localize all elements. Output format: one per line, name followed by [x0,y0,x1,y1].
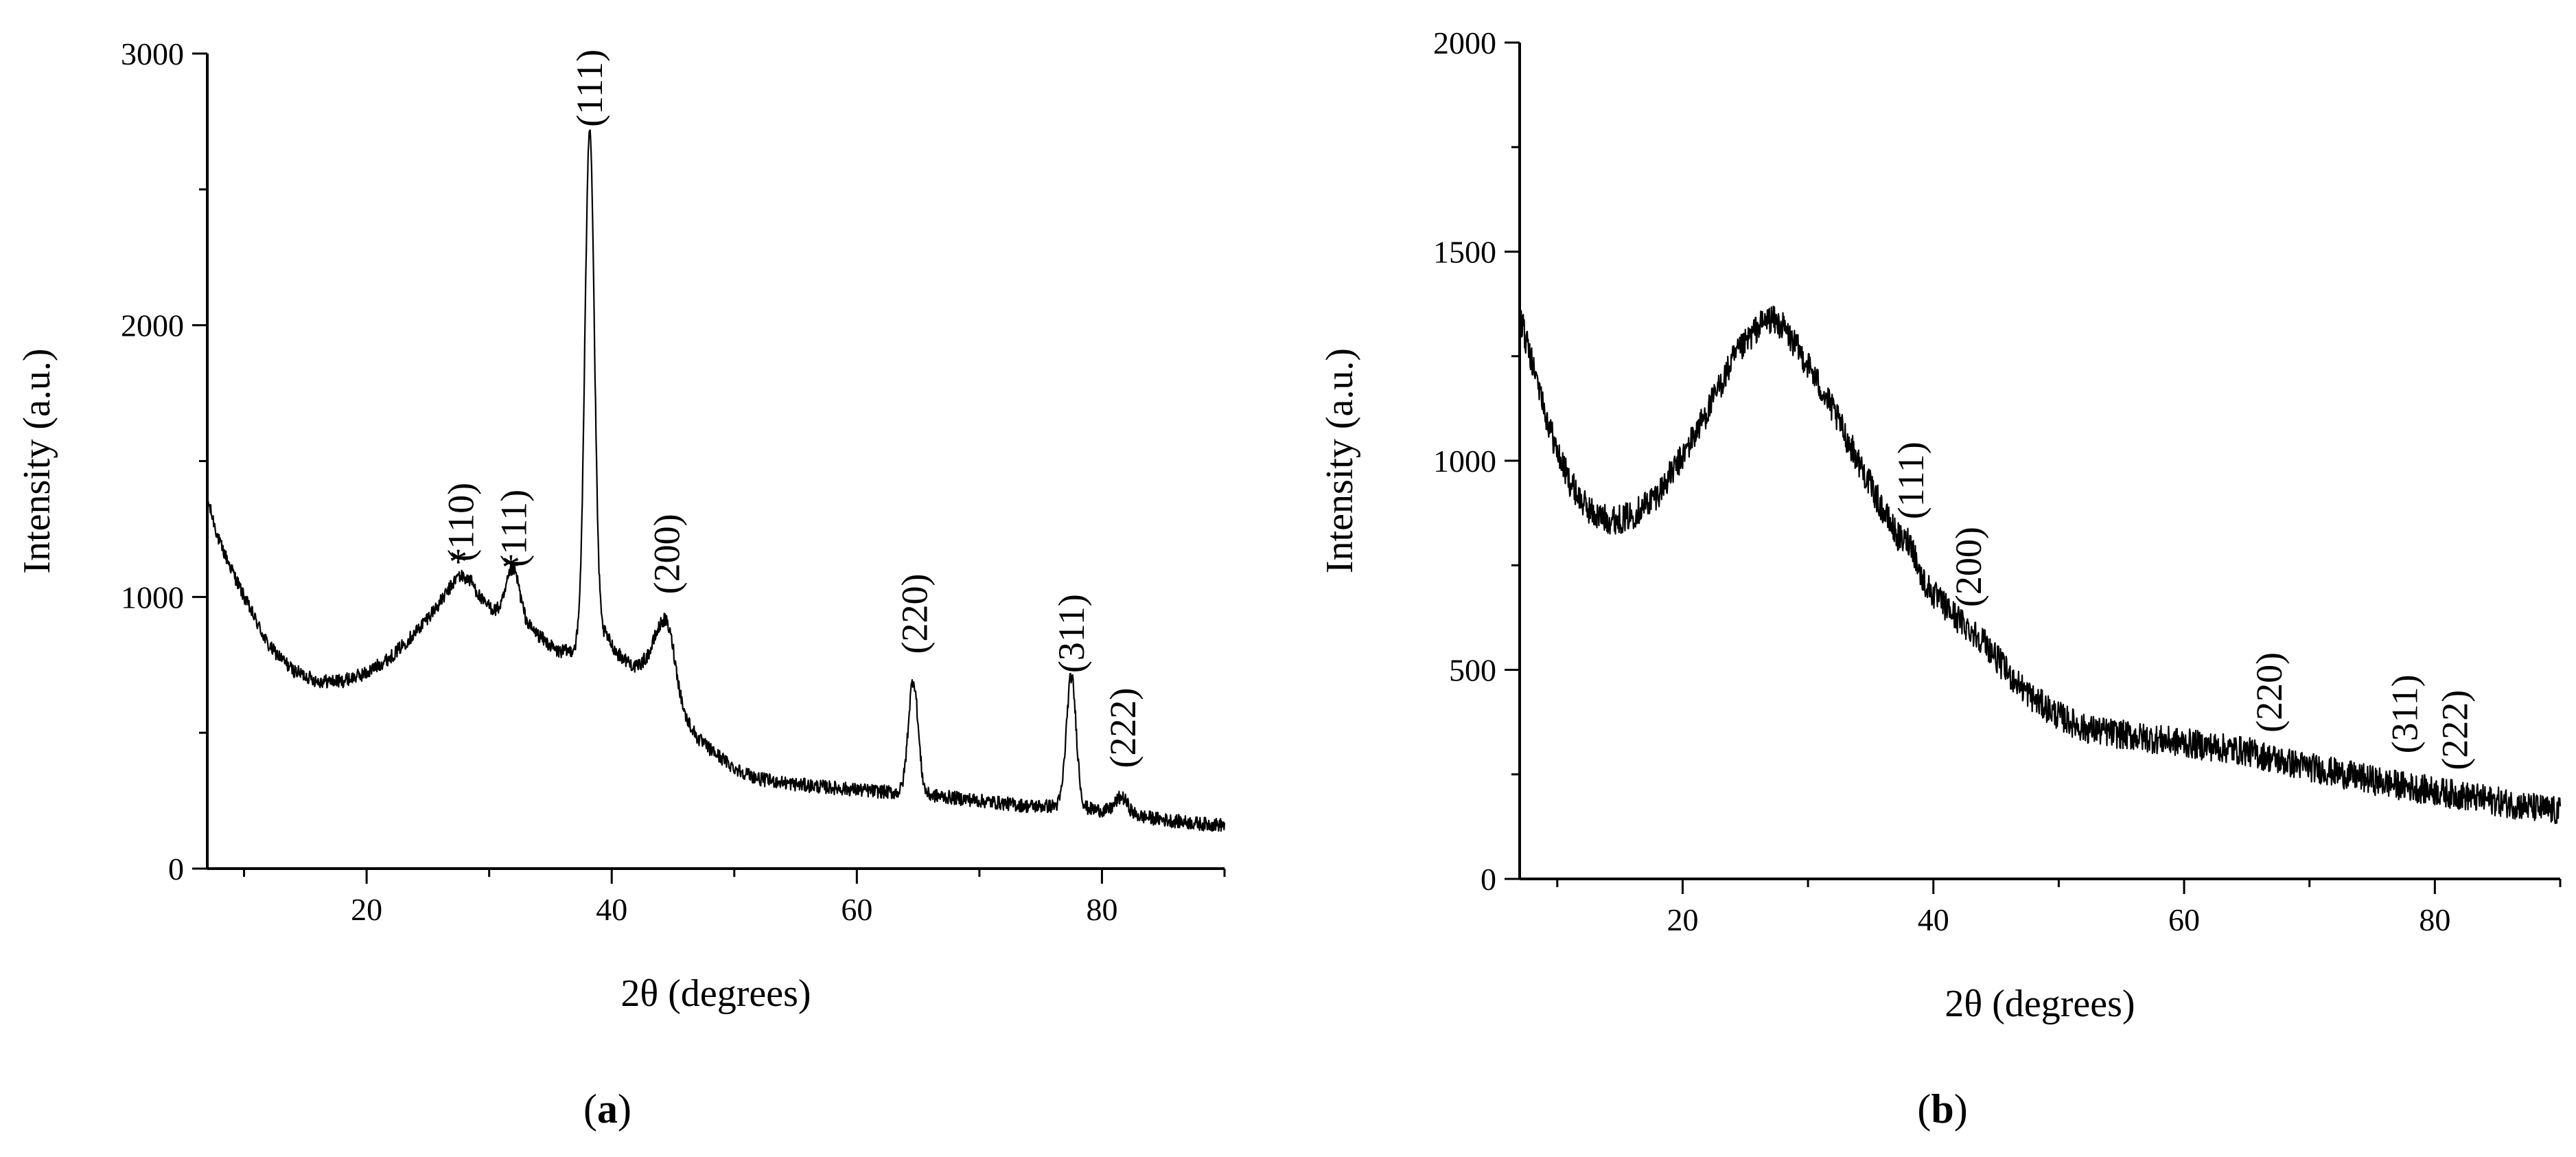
peak-marker: * [502,547,520,588]
y-tick-label: 2000 [121,308,184,343]
x-tick-label: 80 [1086,892,1117,927]
x-tick-label: 40 [1918,902,1949,937]
xrd-pattern-line [1518,306,2562,825]
x-tick-label: 60 [2168,902,2200,937]
y-tick-label: 3000 [121,36,184,71]
panel-label: (a) [583,1086,631,1132]
x-tick-label: 60 [841,892,872,927]
y-tick-label: 0 [1481,862,1496,897]
x-axis-title: 2θ (degrees) [1945,983,2135,1025]
x-tick-label: 40 [596,892,627,927]
panel-label-letter: b [1931,1086,1953,1132]
y-tick-label: 1000 [121,580,184,615]
peak-label: (220) [894,573,935,654]
peak-label: (222) [1102,688,1144,768]
peak-label: (110) [441,483,482,562]
peak-label: (200) [647,514,688,594]
peak-label: (222) [2435,690,2476,770]
y-tick-label: 0 [168,851,184,886]
y-tick-label: 500 [1449,653,1496,688]
panel-label-close: ) [1954,1086,1968,1132]
y-axis-title: Intensity (a.u.) [16,348,58,573]
peak-label: (111) [1890,442,1931,519]
panel-label-close: ) [618,1086,631,1132]
chart-panel-b: 20 40 60 80 0 500 1000 1500 2000 2θ (degrees) Inte… [1319,25,2562,1132]
peak-label: (311) [1051,594,1092,673]
peak-label: (111) [569,49,610,127]
y-tick-label: 1000 [1433,444,1496,479]
y-axis-title: Intensity (a.u.) [1319,348,1361,573]
peak-label: (220) [2249,652,2290,733]
x-tick-label: 80 [2419,902,2450,937]
peak-label: (200) [1948,527,1989,607]
y-tick-label: 2000 [1433,25,1496,60]
x-tick-label: 20 [351,892,382,927]
x-tick-label: 20 [1667,902,1698,937]
y-tick-label: 1500 [1433,235,1496,270]
chart-panel-a: 20 40 60 80 0 1000 2000 3000 2θ (degrees) Intensi… [16,36,1226,1132]
panel-label-open: ( [583,1086,597,1132]
panel-label-open: ( [1917,1086,1931,1132]
panel-label-letter: a [597,1086,618,1132]
peak-label: (311) [2384,674,2426,753]
panel-label: (b) [1917,1086,1967,1132]
peak-label: (111) [493,490,534,567]
peak-marker: * [449,541,467,582]
x-axis-title: 2θ (degrees) [620,972,811,1015]
xrd-pattern-line [206,129,1226,832]
